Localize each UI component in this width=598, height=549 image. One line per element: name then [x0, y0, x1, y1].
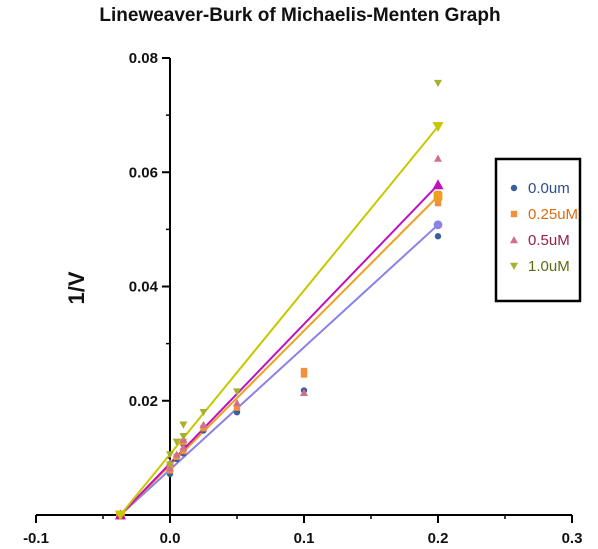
fit-line — [119, 184, 439, 516]
fit-line — [119, 125, 439, 516]
legend: 0.0um 0.25uM 0.5uM 1.0uM — [494, 157, 582, 303]
data-point — [172, 438, 181, 446]
chart-title: Lineweaver-Burk of Michaelis-Menten Grap… — [99, 5, 500, 26]
fit-endpoint — [433, 191, 443, 201]
axes: -0.1 0.0 0.1 0.2 0.3 0.02 0.04 0.06 0.08 — [23, 50, 582, 547]
data-point — [179, 432, 188, 441]
data-point — [434, 154, 442, 162]
data-point — [233, 404, 241, 411]
data-point — [172, 450, 181, 458]
legend-marker — [510, 236, 518, 244]
data-point — [179, 421, 188, 429]
data-point — [180, 447, 187, 455]
y-tick-label: 0.02 — [129, 393, 158, 410]
legend-box — [494, 157, 582, 303]
y-tick-label: 0.06 — [129, 164, 158, 181]
x-tick-label: 0.2 — [428, 530, 449, 547]
data-point — [300, 371, 308, 378]
data-points — [114, 79, 444, 521]
legend-marker — [510, 184, 518, 192]
legend-label: 0.0um — [528, 180, 570, 197]
data-point — [199, 420, 208, 428]
data-point — [300, 367, 308, 375]
data-point — [233, 388, 241, 396]
y-tick-label: 0.04 — [129, 279, 159, 296]
fit-endpoint — [114, 510, 126, 521]
legend-marker — [510, 262, 518, 270]
y-axis-label: 1/V — [64, 271, 89, 304]
data-point — [200, 424, 207, 432]
legend-label: 0.25uM — [528, 206, 578, 223]
y-tick-label: 0.08 — [129, 50, 158, 67]
data-point — [179, 443, 188, 451]
fit-endpoint — [433, 220, 443, 230]
data-point — [166, 461, 174, 469]
x-tick-label: 0.1 — [294, 530, 315, 547]
data-point — [300, 388, 308, 396]
x-tick-label: 0.3 — [562, 530, 583, 547]
data-point — [434, 199, 442, 207]
legend-marker — [510, 210, 518, 218]
fit-endpoint — [432, 179, 444, 190]
legend-label: 1.0uM — [528, 258, 570, 275]
x-tick-label: 0.0 — [160, 530, 181, 547]
x-tick-label: -0.1 — [23, 530, 49, 547]
fit-line — [119, 224, 439, 516]
fit-endpoint — [432, 122, 444, 133]
data-point — [434, 79, 442, 88]
data-point — [166, 451, 174, 459]
fit-lines — [119, 125, 439, 516]
data-point — [199, 408, 208, 417]
legend-label: 0.5uM — [528, 232, 570, 249]
data-point — [434, 233, 442, 240]
data-point — [233, 399, 241, 407]
